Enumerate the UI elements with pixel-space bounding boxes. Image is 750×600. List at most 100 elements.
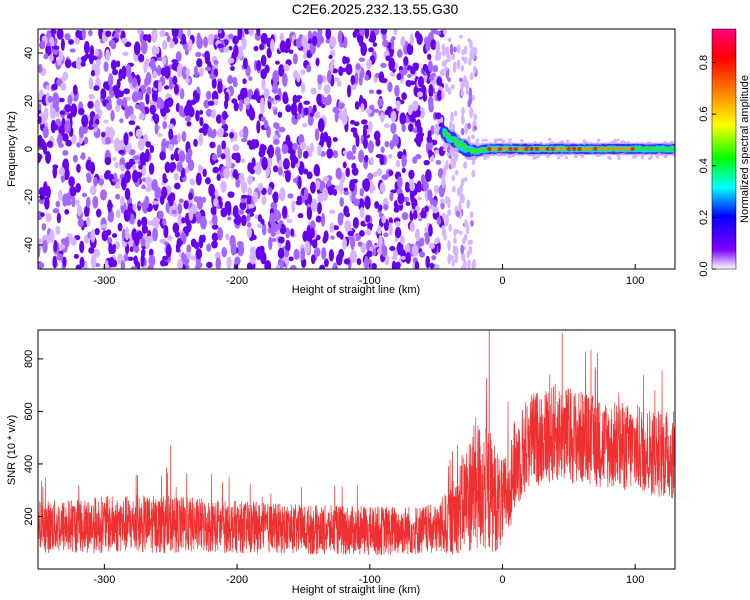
signal-peak [540,147,545,151]
noise-point [72,84,78,96]
noise-point [419,251,425,258]
noise-point [154,123,159,135]
noise-point [64,192,71,206]
noise-point [266,148,271,155]
top-x-tick-label: 100 [626,275,644,287]
noise-point [416,196,423,201]
noise-point [64,120,71,134]
noise-point [178,150,186,163]
noise-point [312,35,318,47]
noise-point [372,42,378,47]
noise-point [412,156,418,164]
noise-point [123,132,129,146]
noise-point [228,46,233,51]
noise-point [378,204,383,212]
noise-point [434,53,442,61]
noise-point [278,126,286,133]
noise-point [256,120,261,134]
noise-point [397,176,403,189]
noise-point [133,41,141,56]
noise-point [173,83,180,95]
noise-point [207,33,215,46]
noise-point [272,138,280,145]
noise-point [83,206,89,217]
noise-point [388,169,394,176]
noise-point [358,57,366,62]
noise-point [141,184,146,190]
noise-point [243,96,250,106]
noise-point [134,232,140,247]
noise-point [143,61,148,74]
noise-point [471,134,475,140]
noise-point [240,158,246,163]
noise-point [382,32,387,41]
top-y-tick-label: 40 [23,47,35,59]
noise-point [507,155,512,159]
noise-point [307,114,314,126]
noise-point [301,123,308,128]
noise-point [253,139,260,149]
noise-point [248,108,256,121]
noise-point [252,191,258,204]
noise-point [394,261,401,269]
noise-point [195,172,202,186]
noise-point [56,212,61,224]
noise-point [433,123,441,136]
noise-point [309,227,315,239]
noise-point [460,89,465,97]
noise-point [242,57,248,70]
noise-point [64,209,70,215]
noise-point [121,97,128,108]
noise-point [359,29,366,36]
noise-point [253,45,259,52]
noise-point [145,148,150,163]
noise-point [267,144,275,159]
noise-point [450,151,455,155]
noise-point [211,109,216,119]
noise-point [459,77,463,83]
noise-point [302,150,309,159]
noise-point [447,240,451,252]
bottom-y-axis-label: SNR (10 * v/v) [6,415,18,485]
noise-point [596,138,601,142]
noise-point [359,230,365,237]
noise-point [224,91,230,103]
noise-point [186,222,192,232]
noise-point [607,155,611,159]
noise-point [93,176,98,187]
noise-point [342,161,347,169]
noise-point [419,107,425,112]
signal-peak [503,147,508,151]
noise-point [663,155,668,159]
colorbar-label: Normalized spectral amplitude [739,75,750,223]
noise-point [128,131,134,137]
noise-point [430,125,435,135]
noise-point [239,129,244,138]
noise-point [132,163,137,172]
noise-point [498,138,503,142]
noise-point [435,159,442,165]
noise-point [181,131,187,142]
noise-point [323,84,331,94]
noise-point [372,171,378,178]
noise-point [161,56,167,65]
noise-point [168,128,174,140]
noise-point [390,71,396,77]
bottom-x-tick-label: 0 [499,574,505,586]
colorbar-tick-label: 0.8 [698,55,710,70]
noise-point [217,227,224,241]
noise-point [56,29,64,40]
signal-peak [625,147,630,151]
noise-point [454,155,458,159]
noise-point [271,238,277,243]
noise-point [412,100,419,111]
noise-point [430,29,438,35]
noise-point [197,262,203,268]
noise-point [260,144,267,152]
noise-point [190,255,196,261]
noise-point [103,61,109,73]
noise-point [302,53,307,60]
noise-point [304,241,311,254]
noise-point [100,223,108,229]
